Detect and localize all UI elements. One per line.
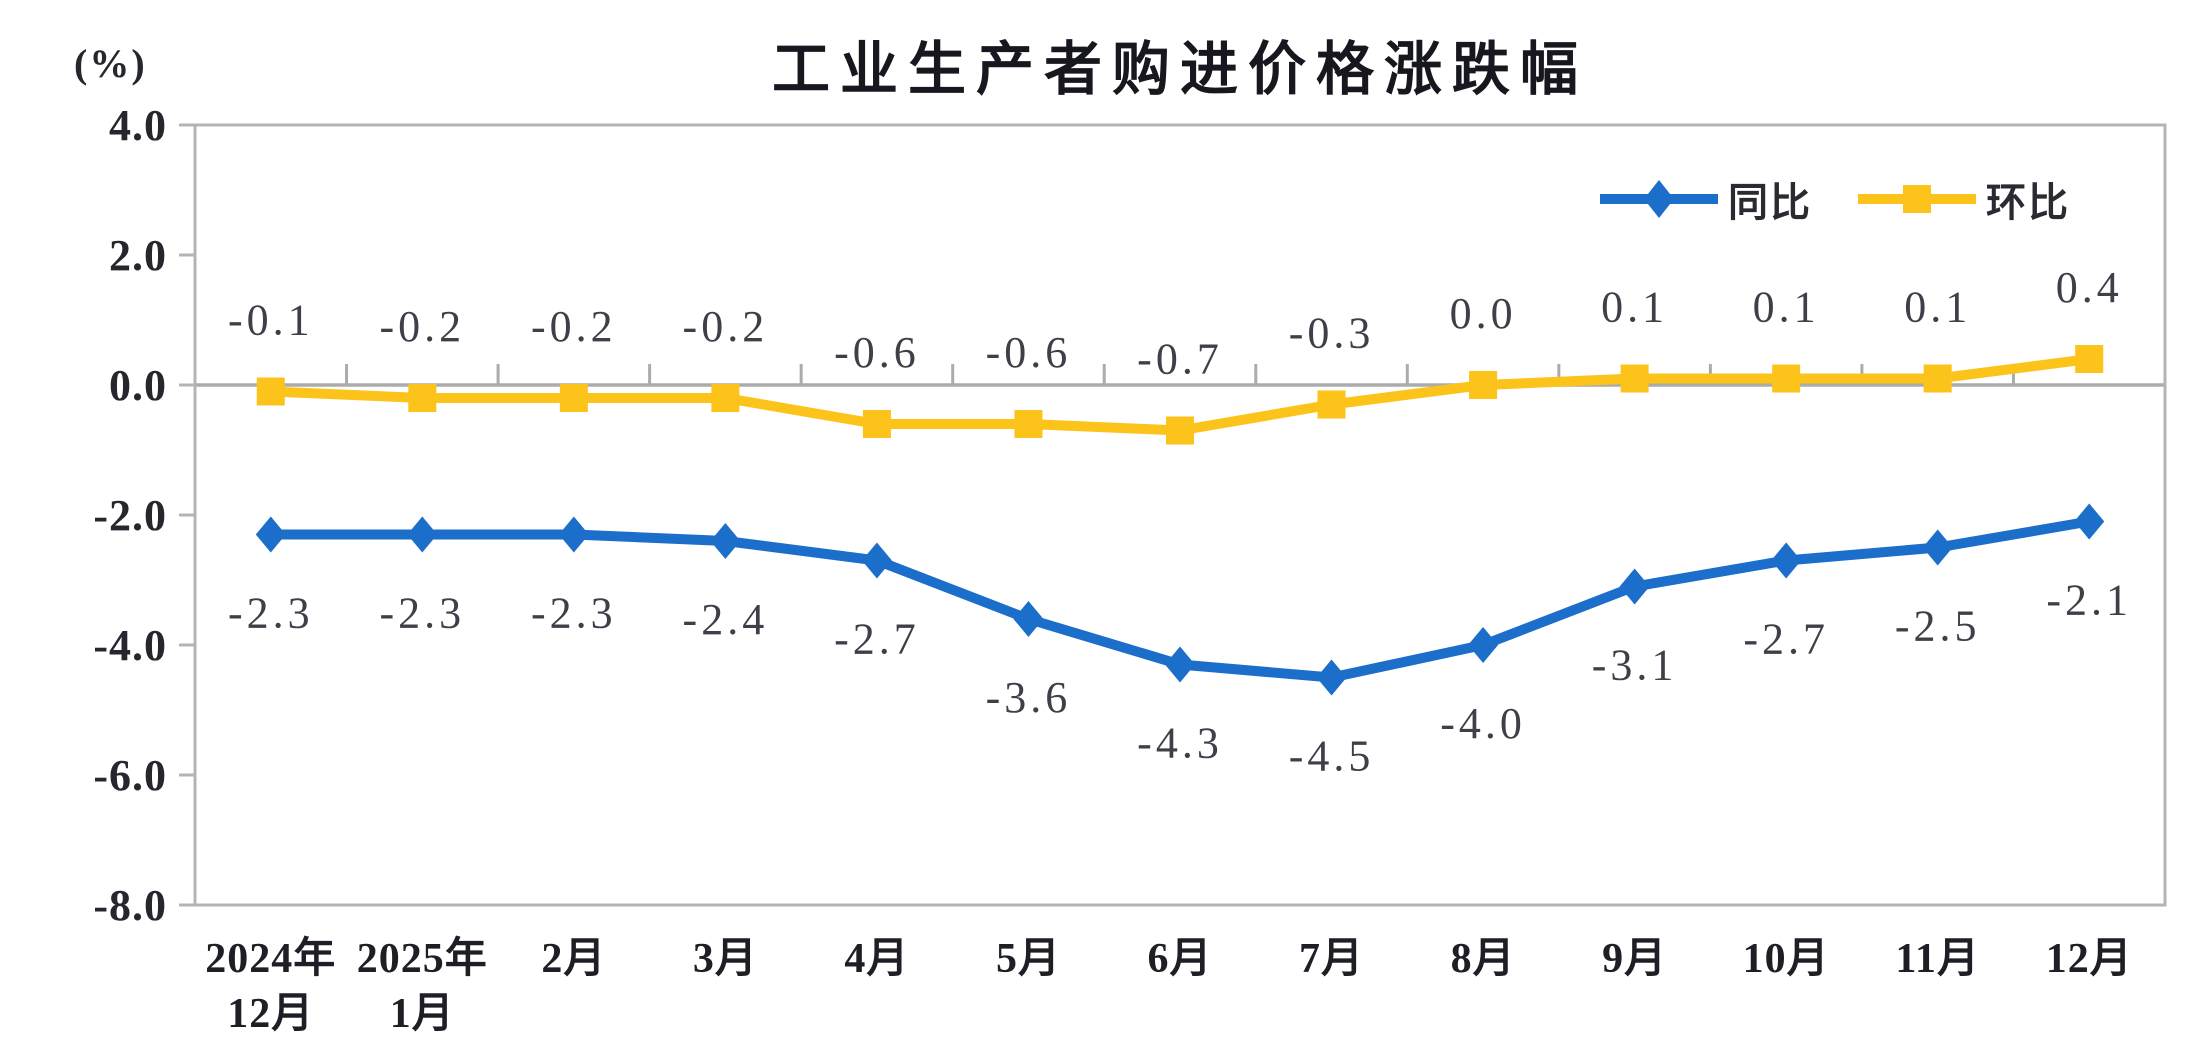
data-point-marker-diamond bbox=[407, 516, 438, 553]
x-tick-label: 3月 bbox=[693, 936, 758, 982]
x-tick-label: 9月 bbox=[1602, 936, 1667, 982]
data-point-marker-square bbox=[862, 410, 891, 438]
data-label: -2.1 bbox=[2046, 576, 2132, 625]
line-square-swatch-icon bbox=[1858, 185, 1976, 213]
x-tick-label: 12月 bbox=[2046, 936, 2133, 982]
x-tick-label: 2024年 bbox=[205, 935, 336, 982]
legend-label-tongbi: 同比 bbox=[1728, 180, 1812, 225]
x-tick-label: 11月 bbox=[1895, 936, 1980, 982]
data-label: -4.3 bbox=[1137, 719, 1223, 768]
x-tick-label: 2025年 bbox=[357, 935, 488, 982]
y-tick-label: -6.0 bbox=[93, 751, 167, 800]
data-point-marker-diamond bbox=[710, 523, 741, 559]
data-point-marker-square bbox=[1469, 371, 1498, 399]
x-tick-label: 4月 bbox=[844, 936, 909, 982]
data-label: -0.3 bbox=[1289, 309, 1375, 358]
data-label: 0.1 bbox=[1601, 283, 1668, 332]
data-point-marker-square bbox=[1620, 364, 1649, 393]
data-point-marker-square bbox=[1014, 410, 1043, 438]
data-label: -0.2 bbox=[683, 302, 769, 351]
legend-item-huanbi: 环比 bbox=[1856, 170, 2070, 228]
data-point-marker-square bbox=[2075, 345, 2104, 373]
data-point-marker-diamond bbox=[1316, 659, 1347, 696]
data-point-marker-square bbox=[1317, 390, 1346, 419]
data-point-marker-diamond bbox=[1165, 646, 1195, 683]
data-point-marker-square bbox=[1772, 364, 1801, 393]
data-point-marker-diamond bbox=[1771, 542, 1802, 579]
data-point-marker-diamond bbox=[1013, 601, 1044, 637]
data-point-marker-square bbox=[1923, 364, 1952, 393]
data-point-marker-diamond bbox=[861, 542, 892, 579]
y-tick-label: 4.0 bbox=[109, 101, 167, 150]
x-tick-label: 7月 bbox=[1299, 936, 1364, 982]
x-tick-label: 8月 bbox=[1451, 936, 1516, 982]
y-tick-label: -8.0 bbox=[93, 881, 167, 930]
x-tick-label: 6月 bbox=[1147, 936, 1212, 982]
data-label: -0.6 bbox=[834, 328, 920, 377]
series-line-环比 bbox=[265, 354, 2095, 436]
x-tick-label: 12月 bbox=[227, 991, 314, 1037]
data-label: -0.6 bbox=[986, 328, 1072, 377]
data-label: -2.3 bbox=[228, 589, 314, 638]
x-tick-label: 5月 bbox=[996, 936, 1061, 982]
series-line-同比 bbox=[265, 516, 2095, 683]
data-label: -3.1 bbox=[1592, 641, 1678, 690]
data-label: -0.2 bbox=[531, 302, 617, 351]
plot-frame bbox=[193, 123, 2167, 907]
y-tick-label: 2.0 bbox=[109, 231, 167, 280]
data-point-marker-diamond bbox=[1619, 568, 1650, 605]
data-label: -2.7 bbox=[834, 615, 920, 664]
y-tick-label: 0.0 bbox=[109, 361, 167, 410]
data-point-marker-square bbox=[559, 384, 588, 412]
legend-item-tongbi: 同比 bbox=[1598, 170, 1812, 228]
data-label: -2.7 bbox=[1743, 615, 1829, 664]
y-tick-label: -4.0 bbox=[93, 621, 167, 670]
data-label: -4.5 bbox=[1289, 732, 1375, 781]
data-label: 0.0 bbox=[1450, 289, 1517, 338]
y-axis-unit-label: (%) bbox=[74, 41, 147, 86]
data-label: -0.1 bbox=[228, 296, 314, 345]
data-label: 0.4 bbox=[2056, 263, 2123, 312]
data-point-marker-diamond bbox=[1922, 529, 1953, 566]
legend-label-huanbi: 环比 bbox=[1986, 180, 2070, 225]
data-point-marker-square bbox=[1166, 416, 1194, 445]
data-point-marker-diamond bbox=[255, 516, 286, 553]
data-point-marker-square bbox=[256, 377, 285, 406]
line-diamond-swatch-icon bbox=[1600, 180, 1718, 218]
data-point-marker-diamond bbox=[1468, 627, 1499, 663]
x-tick-label: 2月 bbox=[541, 936, 606, 982]
x-tick-label: 1月 bbox=[390, 991, 455, 1037]
data-point-marker-diamond bbox=[558, 516, 589, 553]
data-label: 0.1 bbox=[1753, 283, 1820, 332]
chart-title: 工业生产者购进价格涨跌幅 bbox=[771, 37, 1588, 102]
data-point-marker-square bbox=[711, 384, 740, 412]
data-label: -4.0 bbox=[1440, 699, 1526, 748]
data-point-marker-diamond bbox=[2074, 503, 2105, 540]
data-label: -0.7 bbox=[1137, 335, 1223, 384]
y-tick-label: -2.0 bbox=[93, 491, 167, 540]
data-label: -0.2 bbox=[379, 302, 465, 351]
data-label: -2.5 bbox=[1895, 602, 1981, 651]
data-point-marker-square bbox=[408, 384, 437, 412]
legend: 同比 环比 bbox=[1598, 170, 2070, 228]
x-tick-label: 10月 bbox=[1743, 936, 1830, 982]
data-label: -2.3 bbox=[531, 589, 617, 638]
data-label: -3.6 bbox=[986, 673, 1072, 722]
data-label: 0.1 bbox=[1904, 283, 1971, 332]
data-label: -2.3 bbox=[379, 589, 465, 638]
data-label: -2.4 bbox=[683, 595, 769, 644]
